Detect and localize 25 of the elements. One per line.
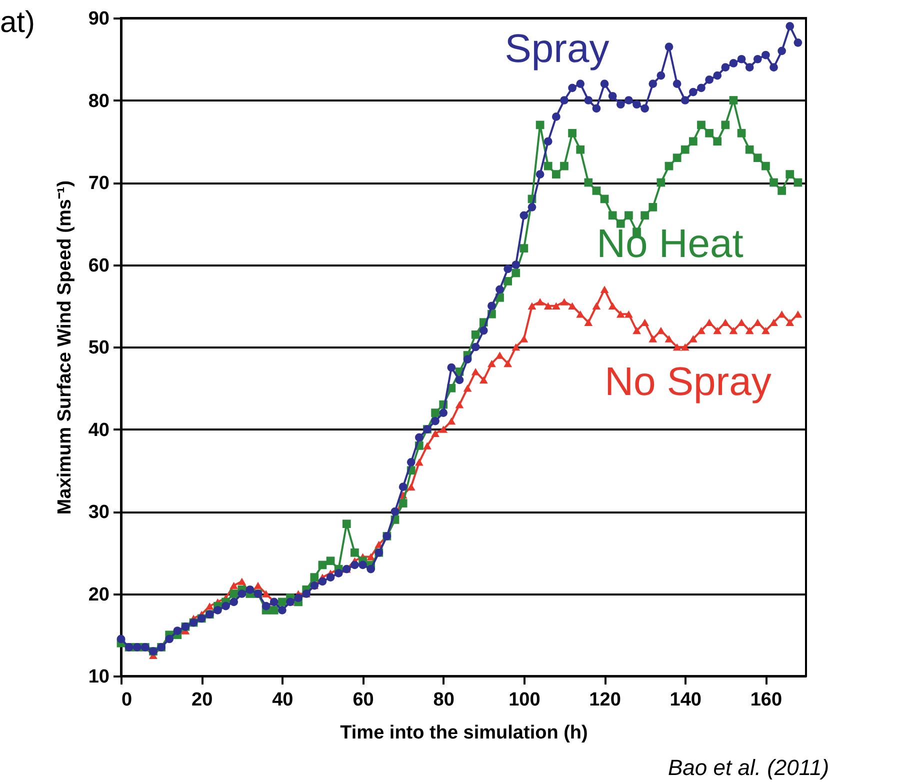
x-tick-label: 120 bbox=[589, 690, 621, 710]
y-axis-title: Maximum Surface Wind Speed (ms⁻¹) bbox=[54, 180, 76, 515]
x-tick-label: 140 bbox=[670, 690, 702, 710]
x-axis-title: Time into the simulation (h) bbox=[340, 722, 588, 744]
y-tick-label: 20 bbox=[88, 584, 110, 606]
y-tick-label: 90 bbox=[88, 8, 110, 30]
x-tick-label: 20 bbox=[192, 690, 213, 710]
y-tick-label: 40 bbox=[88, 420, 110, 441]
text: at) bbox=[0, 6, 36, 39]
series-label: Spray bbox=[504, 27, 610, 71]
y-tick-label: 60 bbox=[88, 255, 110, 276]
x-tick-label: 0 bbox=[122, 690, 132, 710]
x-tick-label: 160 bbox=[750, 690, 782, 710]
x-tick-label: 40 bbox=[272, 690, 294, 710]
x-tick-label: 100 bbox=[508, 690, 540, 710]
text: Bao et al. (2011) bbox=[668, 755, 830, 780]
series-label: No Spray bbox=[604, 360, 772, 404]
y-tick-label: 70 bbox=[88, 173, 110, 194]
series-label: No Heat bbox=[596, 222, 744, 266]
y-tick-label: 80 bbox=[88, 90, 110, 112]
x-tick-label: 60 bbox=[352, 690, 374, 710]
y-tick-label: 30 bbox=[88, 502, 110, 523]
x-tick-label: 80 bbox=[433, 690, 454, 710]
y-tick-label: 50 bbox=[88, 338, 110, 358]
y-tick-label: 10 bbox=[88, 666, 110, 688]
